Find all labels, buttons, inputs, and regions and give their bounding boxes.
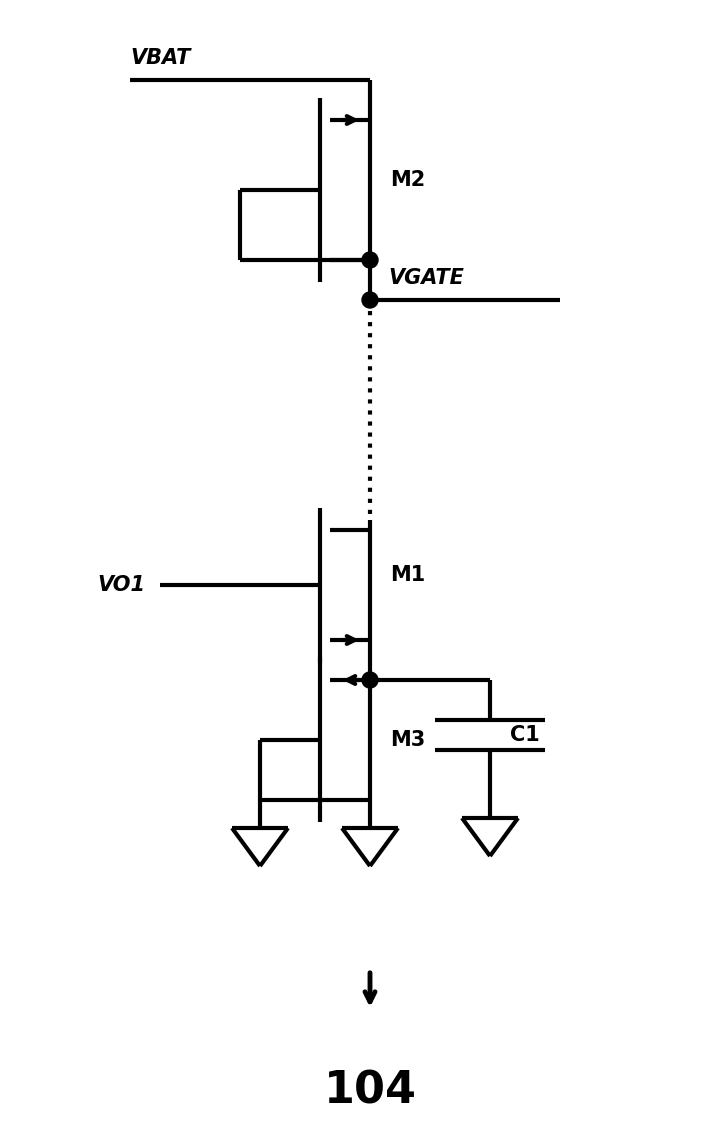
Text: C1: C1	[510, 725, 540, 745]
Text: VO1: VO1	[97, 575, 145, 595]
Text: M2: M2	[390, 170, 425, 190]
Circle shape	[362, 252, 378, 268]
Circle shape	[362, 292, 378, 308]
Text: M3: M3	[390, 730, 425, 750]
Text: VBAT: VBAT	[130, 49, 190, 68]
Text: 104: 104	[324, 1070, 417, 1113]
Text: M1: M1	[390, 564, 425, 585]
Circle shape	[362, 672, 378, 688]
Text: VGATE: VGATE	[388, 268, 464, 288]
